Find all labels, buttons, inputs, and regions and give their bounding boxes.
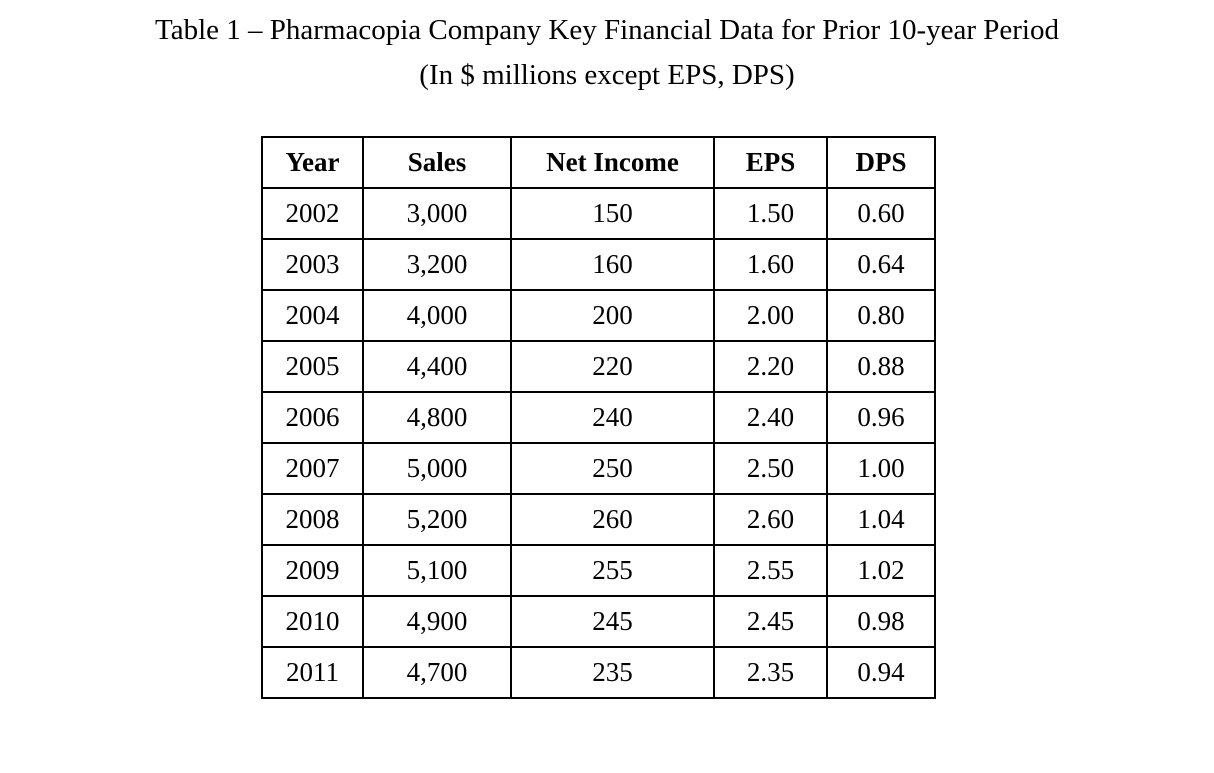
table-cell: 160: [510, 237, 715, 291]
table-header-row: Year Sales Net Income EPS DPS: [261, 135, 936, 189]
table-row: 2005 4,400 220 2.20 0.88: [261, 339, 936, 393]
table-cell: 2004: [261, 288, 364, 342]
table-cell: 245: [510, 594, 715, 648]
table-cell: 5,100: [362, 543, 512, 597]
table-cell: 4,800: [362, 390, 512, 444]
table-cell: 2009: [261, 543, 364, 597]
table-cell: 3,200: [362, 237, 512, 291]
table-row: 2003 3,200 160 1.60 0.64: [261, 237, 936, 291]
table-title-line2: (In $ millions except EPS, DPS): [419, 58, 795, 91]
table-row: 2007 5,000 250 2.50 1.00: [261, 441, 936, 495]
table-row: 2006 4,800 240 2.40 0.96: [261, 390, 936, 444]
table-cell: 2.20: [713, 339, 828, 393]
table-cell: 255: [510, 543, 715, 597]
table-title-line1: Table 1 – Pharmacopia Company Key Financ…: [155, 14, 1059, 46]
table-cell: 250: [510, 441, 715, 495]
table-cell: 0.80: [826, 288, 936, 342]
table-cell: 2.60: [713, 492, 828, 546]
table-cell: 4,700: [362, 645, 512, 699]
table-cell: 2.35: [713, 645, 828, 699]
table-cell: 200: [510, 288, 715, 342]
table-cell: 150: [510, 186, 715, 240]
table-cell: 2.00: [713, 288, 828, 342]
table-row: 2011 4,700 235 2.35 0.94: [261, 645, 936, 699]
table-cell: 2003: [261, 237, 364, 291]
table-row: 2008 5,200 260 2.60 1.04: [261, 492, 936, 546]
table-cell: 2.55: [713, 543, 828, 597]
table-cell: 4,400: [362, 339, 512, 393]
table-row: 2004 4,000 200 2.00 0.80: [261, 288, 936, 342]
table-cell: 2.45: [713, 594, 828, 648]
table-cell: 2011: [261, 645, 364, 699]
table-cell: 2.50: [713, 441, 828, 495]
table-cell: 220: [510, 339, 715, 393]
table-cell: 4,000: [362, 288, 512, 342]
table-cell: 1.04: [826, 492, 936, 546]
table-cell: 5,000: [362, 441, 512, 495]
table-title: Table 1 – Pharmacopia Company Key Financ…: [0, 0, 1214, 98]
table-row: 2009 5,100 255 2.55 1.02: [261, 543, 936, 597]
table-cell: 240: [510, 390, 715, 444]
table-cell: 0.98: [826, 594, 936, 648]
table-cell: 0.88: [826, 339, 936, 393]
table-cell: 0.96: [826, 390, 936, 444]
header-sales: Sales: [362, 135, 512, 189]
table-cell: 235: [510, 645, 715, 699]
table-cell: 1.60: [713, 237, 828, 291]
table-cell: 0.64: [826, 237, 936, 291]
table-cell: 5,200: [362, 492, 512, 546]
table-cell: 0.60: [826, 186, 936, 240]
header-dps: DPS: [826, 135, 936, 189]
financial-data-table: Year Sales Net Income EPS DPS 2002 3,000 1…: [261, 135, 936, 699]
table-row: 2002 3,000 150 1.50 0.60: [261, 186, 936, 240]
table-cell: 2010: [261, 594, 364, 648]
table-body: 2002 3,000 150 1.50 0.60 2003 3,200 160 1.60 0.64…: [261, 186, 936, 699]
table-cell: 1.02: [826, 543, 936, 597]
header-eps: EPS: [713, 135, 828, 189]
header-year: Year: [261, 135, 364, 189]
table-cell: 1.50: [713, 186, 828, 240]
table-row: 2010 4,900 245 2.45 0.98: [261, 594, 936, 648]
table-cell: 2008: [261, 492, 364, 546]
table-cell: 2.40: [713, 390, 828, 444]
table-cell: 4,900: [362, 594, 512, 648]
table-cell: 3,000: [362, 186, 512, 240]
table-cell: 0.94: [826, 645, 936, 699]
table-cell: 260: [510, 492, 715, 546]
header-net-income: Net Income: [510, 135, 715, 189]
table-cell: 2005: [261, 339, 364, 393]
table-cell: 2006: [261, 390, 364, 444]
table-cell: 1.00: [826, 441, 936, 495]
table-cell: 2007: [261, 441, 364, 495]
table-cell: 2002: [261, 186, 364, 240]
